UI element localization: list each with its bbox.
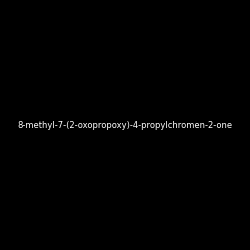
Text: 8-methyl-7-(2-oxopropoxy)-4-propylchromen-2-one: 8-methyl-7-(2-oxopropoxy)-4-propylchrome… [18, 120, 233, 130]
